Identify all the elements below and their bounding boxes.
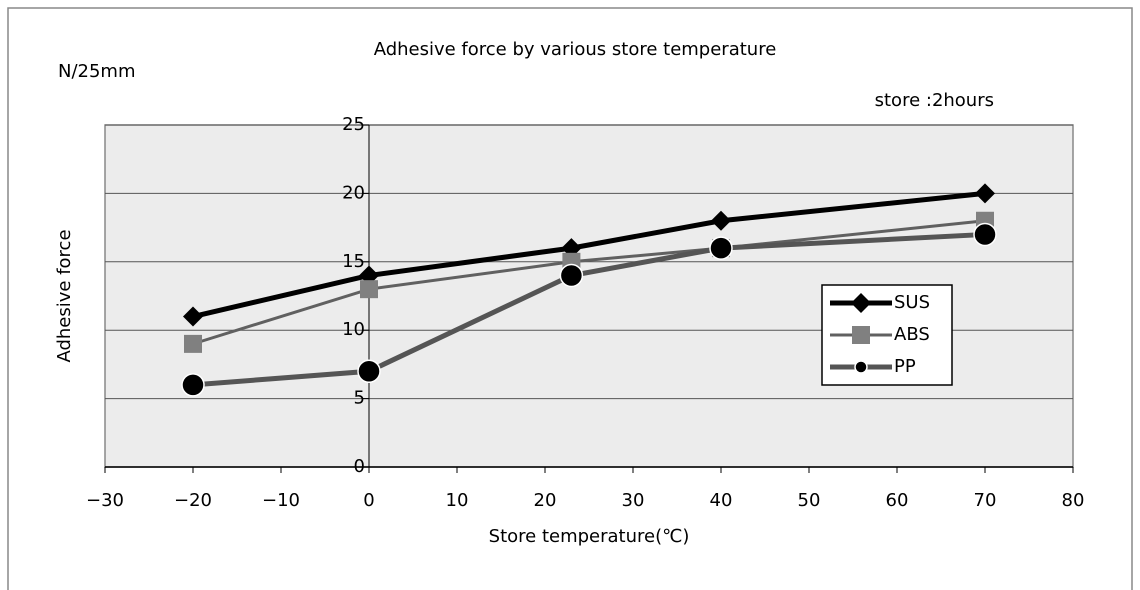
legend-label: PP bbox=[894, 356, 916, 377]
y-tick-label: 25 bbox=[342, 114, 365, 135]
marker bbox=[184, 334, 202, 353]
y-axis-label: Adhesive force bbox=[54, 229, 75, 362]
x-tick-label: 0 bbox=[363, 490, 374, 511]
marker bbox=[357, 359, 381, 383]
marker bbox=[711, 210, 731, 231]
chart-title: Adhesive force by various store temperat… bbox=[374, 39, 777, 60]
x-tick-label: 60 bbox=[886, 490, 909, 511]
legend-marker bbox=[854, 360, 868, 374]
marker bbox=[181, 373, 205, 397]
unit-label: N/25mm bbox=[58, 61, 136, 82]
x-tick-label: 70 bbox=[974, 490, 997, 511]
x-tick-label: −10 bbox=[262, 490, 300, 511]
marker bbox=[975, 183, 995, 204]
y-tick-label: 5 bbox=[354, 388, 365, 409]
marker bbox=[559, 263, 584, 288]
marker bbox=[709, 236, 733, 260]
legend-marker bbox=[852, 326, 870, 344]
marker bbox=[973, 222, 997, 247]
x-axis-label: Store temperature(℃) bbox=[489, 526, 690, 547]
x-tick-label: 30 bbox=[622, 490, 645, 511]
x-tick-label: 10 bbox=[446, 490, 469, 511]
x-tick-label: 80 bbox=[1062, 490, 1085, 511]
x-tick-label: −30 bbox=[86, 490, 124, 511]
x-tick-label: 50 bbox=[798, 490, 821, 511]
y-tick-label: 10 bbox=[342, 319, 365, 340]
note: store :2hours bbox=[875, 90, 994, 111]
legend-label: ABS bbox=[894, 324, 930, 345]
x-tick-label: −20 bbox=[174, 490, 212, 511]
y-tick-label: 20 bbox=[342, 182, 365, 203]
marker bbox=[183, 306, 203, 327]
legend-marker bbox=[851, 293, 871, 313]
x-tick-label: 40 bbox=[710, 490, 733, 511]
x-tick-label: 20 bbox=[534, 490, 557, 511]
marker bbox=[360, 280, 378, 299]
legend-label: SUS bbox=[894, 292, 930, 313]
y-tick-label: 15 bbox=[342, 251, 365, 272]
